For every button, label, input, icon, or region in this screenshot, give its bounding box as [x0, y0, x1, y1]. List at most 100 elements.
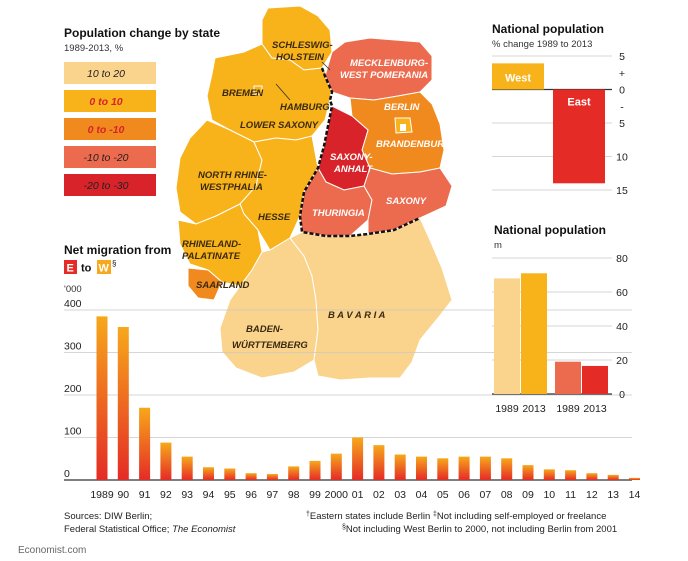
- migration-bar-04: [416, 456, 427, 480]
- label-saxony-anhalt-2: ANHALT: [333, 164, 374, 175]
- pop-level-title: National population: [494, 223, 606, 237]
- migration-xtick-19: 08: [501, 489, 513, 501]
- migration-bar-05: [437, 458, 449, 480]
- migration-bar-93: [181, 456, 193, 480]
- brand: Economist.com: [18, 545, 86, 556]
- migration-bar-91: [139, 407, 151, 480]
- note-1-mark2: ‡: [433, 511, 437, 518]
- pop-change-ytick-2: 0: [619, 85, 625, 97]
- pop-level-ytick-0: 0: [619, 389, 625, 401]
- migration-xtick-20: 09: [522, 489, 534, 501]
- pop-level-unit: m: [494, 240, 502, 251]
- migration-bar-14: [629, 477, 640, 480]
- state-lower-saxony: [206, 43, 333, 143]
- pop-level-bar-0-2013: [521, 273, 547, 394]
- note-1-text: Eastern states include Berlin: [310, 511, 433, 522]
- migration-bar-06: [458, 456, 470, 480]
- west-badge: [97, 260, 111, 274]
- migration-ytick-1: 100: [64, 426, 82, 438]
- label-nrw-1: NORTH RHINE-: [198, 170, 267, 181]
- pop-change-label-west: West: [505, 72, 531, 84]
- note-line-1: †Eastern states include Berlin ‡Not incl…: [306, 511, 606, 522]
- pop-level-xlabel-0-0: 1989: [495, 403, 519, 415]
- legend-swatch-2: [64, 118, 156, 140]
- migration-xtick-1: 90: [117, 489, 129, 501]
- pop-change-subtitle: % change 1989 to 2013: [492, 39, 592, 50]
- note-1-mark: †: [306, 511, 310, 518]
- migration-bar-13: [607, 474, 619, 480]
- migration-bar-09: [522, 465, 534, 480]
- label-saarland: SAARLAND: [196, 280, 249, 291]
- migration-bar-1989: [96, 316, 108, 480]
- east-badge-label: E: [67, 263, 74, 275]
- migration-title: Net migration from: [64, 243, 171, 257]
- label-mecklenburg: MECKLENBURG-: [350, 58, 428, 69]
- pop-level-ytick-3: 60: [616, 287, 628, 299]
- migration-xtick-18: 07: [480, 489, 492, 501]
- migration-bar-96: [245, 473, 257, 480]
- sources-line-2: Federal Statistical Office; The Economis…: [64, 524, 236, 535]
- label-hamburg: HAMBURG: [280, 102, 330, 113]
- migration-xtick-11: 2000: [325, 489, 349, 501]
- pop-level-ytick-2: 40: [616, 321, 628, 333]
- label-hesse: HESSE: [258, 212, 291, 223]
- migration-xtick-6: 95: [224, 489, 236, 501]
- label-bw-2: WÜRTTEMBERG: [232, 340, 308, 351]
- label-rp-2: PALATINATE: [182, 251, 241, 262]
- migration-xtick-7: 96: [245, 489, 257, 501]
- pop-change-ytick-6: 15: [616, 185, 628, 197]
- west-badge-label: W: [99, 263, 110, 275]
- state-bremen: [253, 85, 263, 95]
- map-legend: Population change by state 1989-2013, % …: [64, 26, 220, 196]
- migration-bar-10: [543, 469, 555, 480]
- label-bremen: BREMEN: [222, 88, 264, 99]
- label-bw-1: BADEN-: [246, 324, 283, 335]
- label-lower-saxony: LOWER SAXONY: [240, 120, 320, 131]
- legend-swatch-1: [64, 90, 156, 112]
- label-brandenburg: BRANDENBURG: [376, 139, 452, 150]
- migration-xtick-9: 98: [288, 489, 300, 501]
- schleswig-pointer: [321, 61, 331, 71]
- legend-label-3: -10 to -20: [84, 152, 129, 164]
- migration-xtick-25: 14: [629, 489, 641, 501]
- pop-change-label-east: East: [567, 97, 591, 109]
- migration-bar-03: [394, 454, 406, 480]
- legend-label-2: 0 to -10: [88, 124, 125, 136]
- pop-change-ytick-1: +: [619, 68, 625, 80]
- migration-unit: '000: [64, 284, 82, 295]
- sources-line-2a: Federal Statistical Office;: [64, 524, 172, 535]
- map-subtitle: 1989-2013, %: [64, 43, 124, 54]
- legend-label-1: 0 to 10: [89, 96, 122, 108]
- bremen-pointer: [249, 91, 259, 95]
- migration-xtick-2: 91: [139, 489, 151, 501]
- note-2-text: Not including West Berlin to 2000, not i…: [346, 524, 617, 535]
- migration-xtick-23: 12: [586, 489, 598, 501]
- migration-xtick-5: 94: [203, 489, 215, 501]
- note-1-text2: Not including self-employed or freelance: [437, 511, 607, 522]
- pop-level-ytick-1: 20: [616, 355, 628, 367]
- west-badge-mark: §: [112, 259, 116, 268]
- migration-bar-12: [586, 473, 598, 480]
- migration-xtick-8: 97: [267, 489, 279, 501]
- sources-line-2b: The Economist: [172, 524, 236, 535]
- migration-xtick-13: 02: [373, 489, 385, 501]
- migration-xtick-10: 99: [309, 489, 321, 501]
- migration-bar-97: [266, 474, 278, 480]
- legend-swatch-4: [64, 174, 156, 196]
- label-westpom: WEST POMERANIA: [340, 70, 428, 81]
- migration-ytick-3: 300: [64, 341, 82, 353]
- pop-level-bar-1-2013: [582, 365, 608, 394]
- migration-bar-01: [352, 437, 364, 480]
- migration-xtick-22: 11: [565, 489, 576, 501]
- legend-swatch-0: [64, 62, 156, 84]
- migration-ytick-4: 400: [64, 298, 82, 310]
- label-thuringia: THURINGIA: [312, 208, 365, 219]
- note-2-mark: §: [342, 524, 346, 531]
- migration-ytick-2: 200: [64, 383, 82, 395]
- migration-bar-02: [373, 445, 385, 480]
- hamburg-pointer: [275, 83, 291, 101]
- migration-bar-95: [224, 468, 236, 480]
- label-saxony-anhalt-1: SAXONY-: [330, 152, 373, 163]
- migration-ytick-0: 0: [64, 468, 70, 480]
